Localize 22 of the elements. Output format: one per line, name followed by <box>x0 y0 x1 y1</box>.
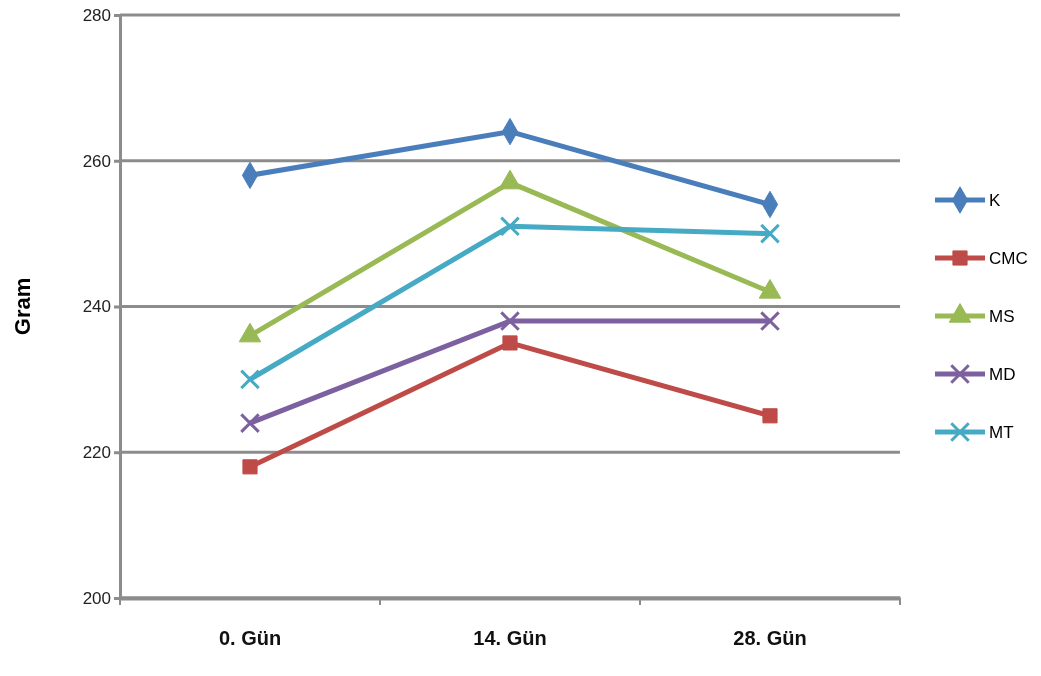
x-tick-label: 14. Gün <box>473 627 547 649</box>
legend-label: K <box>989 190 1001 210</box>
point <box>759 223 781 244</box>
y-axis-title: Gram <box>10 277 35 336</box>
y-tick-label: 200 <box>82 588 111 608</box>
point <box>499 216 521 237</box>
y-tick-label: 280 <box>82 5 111 25</box>
y-tick-label: 240 <box>82 297 111 317</box>
x-tick-label: 28. Gün <box>733 627 807 649</box>
point <box>499 310 521 332</box>
legend-label: MS <box>989 306 1015 326</box>
point <box>759 310 781 332</box>
point <box>239 369 261 390</box>
legend-label: MD <box>989 364 1016 384</box>
y-tick-label: 260 <box>82 151 111 171</box>
point <box>242 459 258 475</box>
point <box>762 408 778 424</box>
legend-label: MT <box>989 422 1014 442</box>
x-tick-label: 0. Gün <box>218 627 282 649</box>
y-tick-label: 220 <box>82 443 111 463</box>
point <box>239 412 261 434</box>
legend-label: CMC <box>989 248 1028 268</box>
